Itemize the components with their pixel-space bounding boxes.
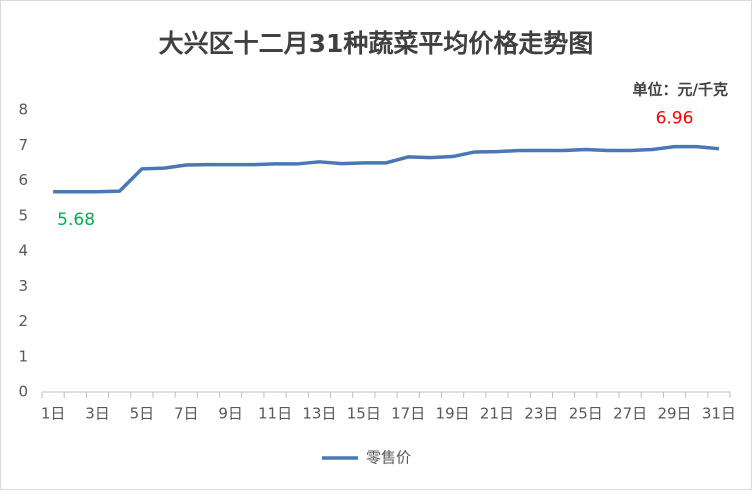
legend-label: 零售价 [366, 449, 411, 467]
y-tick-label: 4 [18, 242, 28, 260]
x-tick-label: 21日 [480, 405, 514, 423]
y-tick-label: 7 [18, 136, 28, 154]
y-tick-label: 3 [18, 277, 28, 295]
x-tick-label: 17日 [391, 405, 425, 423]
chart-title: 大兴区十二月31种蔬菜平均价格走势图 [159, 29, 594, 58]
x-tick-label: 11日 [258, 405, 292, 423]
x-tick-label: 29日 [657, 405, 691, 423]
x-tick-label: 5日 [130, 405, 155, 423]
x-tick-label: 13日 [302, 405, 336, 423]
x-tick-label: 1日 [41, 405, 66, 423]
line [53, 144, 720, 194]
y-tick-label: 1 [18, 347, 28, 365]
x-tick-label: 3日 [85, 405, 110, 423]
y-tick-label: 5 [18, 206, 28, 224]
y-tick-label: 6 [18, 171, 28, 189]
data-label: 6.96 [656, 109, 694, 129]
unit-note: 单位：元/千克 [633, 81, 728, 99]
y-tick-label: 8 [18, 101, 28, 119]
x-tick-label: 31日 [702, 405, 736, 423]
x-tick-label: 19日 [436, 405, 470, 423]
x-tick-label: 7日 [174, 405, 199, 423]
y-tick-label: 2 [18, 312, 28, 330]
x-tick-label: 25日 [569, 405, 603, 423]
x-tick-label: 23日 [524, 405, 558, 423]
x-tick-label: 15日 [347, 405, 381, 423]
data-label: 5.68 [57, 210, 95, 230]
x-tick-label: 27日 [613, 405, 647, 423]
x-tick-label: 9日 [218, 405, 243, 423]
y-tick-label: 0 [18, 383, 28, 401]
